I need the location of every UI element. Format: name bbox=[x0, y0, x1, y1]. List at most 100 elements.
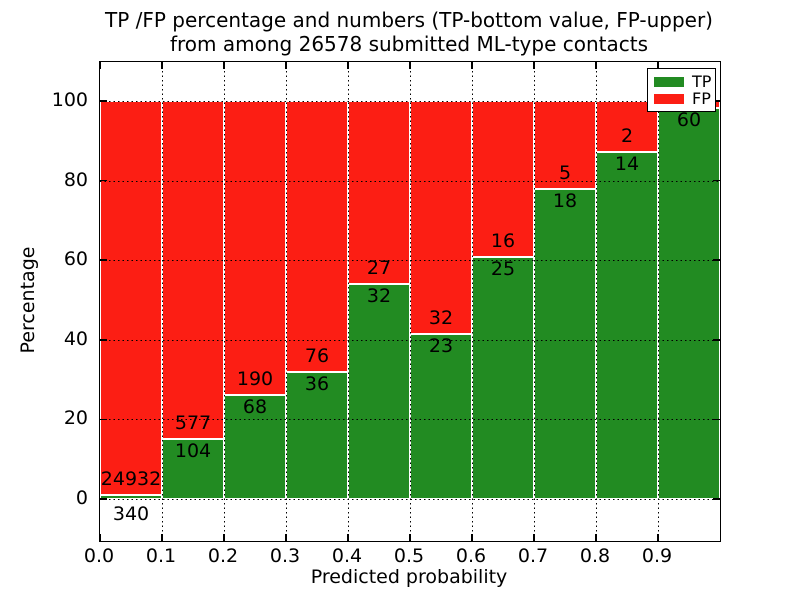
x-tick-bottom bbox=[223, 534, 225, 541]
tp-count-label: 18 bbox=[552, 189, 578, 212]
x-tick-label-0.0: 0.0 bbox=[83, 545, 115, 567]
x-tick-top bbox=[471, 62, 473, 69]
tp-count-label: 68 bbox=[242, 396, 268, 419]
tp-segment bbox=[534, 187, 596, 499]
x-axis-label: Predicted probability bbox=[310, 566, 508, 588]
x-tick-bottom bbox=[161, 534, 163, 541]
tp-legend-swatch bbox=[654, 76, 684, 87]
y-tick-label-0: 0 bbox=[75, 487, 88, 509]
y-tick-left bbox=[100, 339, 107, 341]
fp-segment bbox=[534, 101, 596, 188]
chart-title-line1: TP /FP percentage and numbers (TP-bottom… bbox=[105, 8, 713, 32]
x-tick-top bbox=[595, 62, 597, 69]
tp-segment bbox=[162, 438, 224, 499]
v-gridline bbox=[286, 62, 287, 541]
x-tick-top bbox=[347, 62, 349, 69]
tp-count-label: 104 bbox=[174, 440, 212, 463]
fp-count-label: 24932 bbox=[100, 467, 162, 490]
y-tick-left bbox=[100, 179, 107, 182]
x-tick-bottom bbox=[471, 534, 473, 541]
y-tick-right bbox=[713, 259, 720, 261]
y-tick-right bbox=[713, 339, 720, 341]
fp-count-label: 5 bbox=[558, 161, 572, 184]
x-tick-top bbox=[223, 62, 225, 69]
tp-count-label: 340 bbox=[112, 503, 150, 525]
y-tick-right bbox=[713, 498, 720, 500]
stacked-bar-0.2-0.3 bbox=[224, 101, 286, 499]
tp-segment bbox=[100, 493, 162, 499]
tp-count-label: 32 bbox=[366, 285, 392, 308]
v-gridline bbox=[162, 62, 163, 541]
stacked-bar-0.4-0.5 bbox=[348, 101, 410, 499]
stacked-bar-0.9-1.0 bbox=[658, 101, 720, 499]
fp-segment bbox=[472, 101, 534, 257]
fp-segment bbox=[162, 101, 224, 439]
chart-title: TP /FP percentage and numbers (TP-bottom… bbox=[105, 8, 713, 56]
y-tick-left bbox=[100, 259, 107, 261]
stacked-bar-0.3-0.4 bbox=[286, 101, 348, 499]
stacked-bar-0.6-0.7 bbox=[472, 101, 534, 499]
x-tick-top bbox=[285, 62, 287, 69]
x-tick-top bbox=[409, 62, 411, 69]
y-tick-label-60: 60 bbox=[63, 248, 88, 271]
tp-segment bbox=[472, 256, 534, 499]
x-tick-label-0.2: 0.2 bbox=[207, 545, 239, 567]
x-tick-bottom bbox=[533, 534, 535, 541]
y-tick-right bbox=[713, 179, 720, 182]
x-tick-top bbox=[657, 62, 659, 69]
y-tick-label-40: 40 bbox=[63, 327, 88, 350]
y-tick-label-100: 100 bbox=[51, 89, 88, 111]
tp-count-label: 60 bbox=[676, 109, 702, 132]
x-tick-top bbox=[161, 62, 163, 69]
y-tick-left bbox=[100, 418, 107, 421]
fp-segment bbox=[410, 101, 472, 333]
stacked-bar-0.0-0.1 bbox=[100, 101, 162, 499]
fp-count-label: 190 bbox=[236, 368, 274, 391]
v-gridline bbox=[534, 62, 535, 541]
fp-count-label: 2 bbox=[620, 124, 634, 147]
tp-segment bbox=[224, 394, 286, 499]
stacked-bar-0.5-0.6 bbox=[410, 101, 472, 499]
x-tick-label-0.7: 0.7 bbox=[517, 545, 549, 567]
tp-count-label: 23 bbox=[428, 334, 454, 357]
fp-count-label: 27 bbox=[366, 257, 392, 280]
y-tick-right bbox=[713, 418, 720, 421]
v-gridline bbox=[224, 62, 225, 541]
x-tick-bottom bbox=[99, 534, 101, 541]
y-tick-left bbox=[100, 498, 107, 500]
v-gridline bbox=[658, 62, 659, 541]
chart-title-line2: from among 26578 submitted ML-type conta… bbox=[169, 32, 649, 56]
tp-segment bbox=[410, 332, 472, 499]
x-tick-label-0.8: 0.8 bbox=[579, 545, 611, 567]
plot-area: 24932 340 577 104 190 68 76 36 27 32 32 23 16 25 5 18 2 1… bbox=[99, 61, 721, 542]
x-tick-label-0.4: 0.4 bbox=[331, 545, 363, 567]
x-tick-bottom bbox=[285, 534, 287, 541]
fp-segment bbox=[224, 101, 286, 395]
v-gridline bbox=[410, 62, 411, 541]
x-tick-bottom bbox=[409, 534, 411, 541]
x-tick-label-0.5: 0.5 bbox=[393, 545, 425, 567]
x-tick-bottom bbox=[657, 534, 659, 541]
tp-count-label: 36 bbox=[304, 373, 330, 396]
tp-count-label: 14 bbox=[614, 152, 640, 175]
fp-segment bbox=[100, 101, 162, 494]
v-gridline bbox=[472, 62, 473, 541]
x-tick-label-0.3: 0.3 bbox=[269, 545, 301, 567]
y-tick-left bbox=[100, 100, 107, 102]
tp-legend-label: TP bbox=[692, 72, 712, 91]
y-tick-label-80: 80 bbox=[63, 168, 88, 191]
legend-entry-tp: TP bbox=[654, 72, 712, 91]
x-tick-top bbox=[533, 62, 535, 69]
fp-count-label: 32 bbox=[428, 306, 454, 329]
fp-segment bbox=[348, 101, 410, 284]
stacked-bar-0.8-0.9 bbox=[596, 101, 658, 499]
x-tick-label-0.6: 0.6 bbox=[455, 545, 487, 567]
stacked-bar-0.7-0.8 bbox=[534, 101, 596, 499]
fp-count-label: 577 bbox=[174, 412, 212, 435]
fp-count-label: 16 bbox=[490, 230, 516, 253]
tp-segment bbox=[286, 371, 348, 499]
fp-count-label: 76 bbox=[304, 345, 330, 368]
fp-segment bbox=[286, 101, 348, 372]
x-tick-label-0.1: 0.1 bbox=[145, 545, 177, 567]
